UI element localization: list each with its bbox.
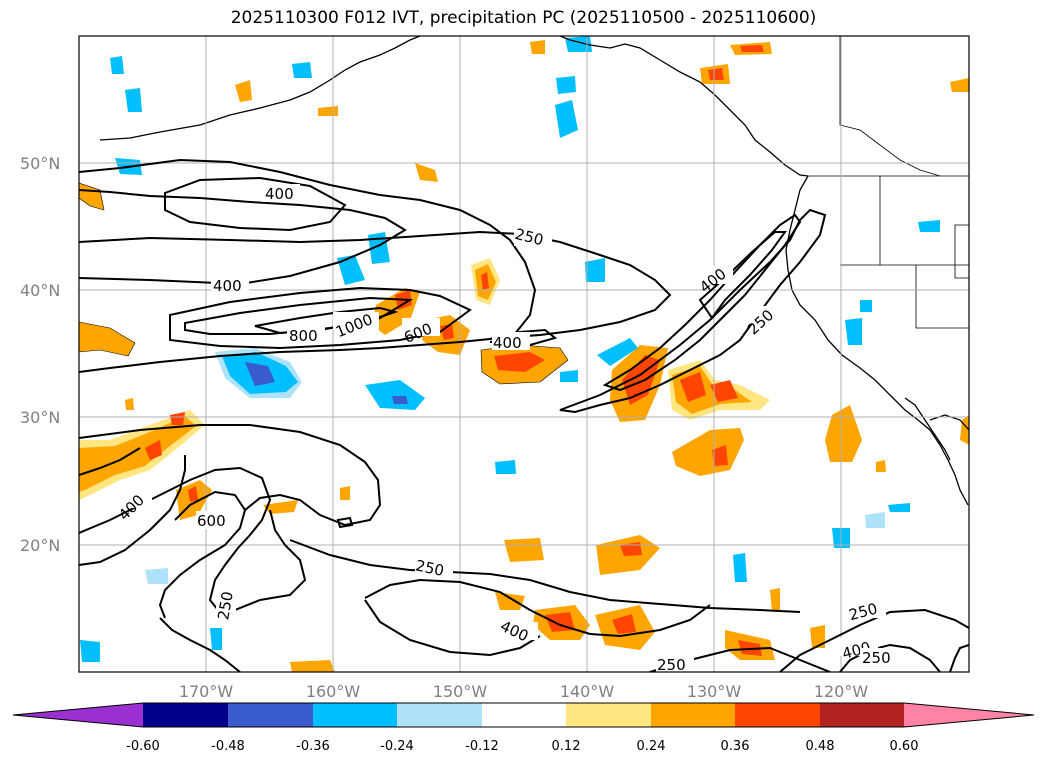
lat-label: 40°N (20, 281, 60, 300)
colorbar-segment (482, 703, 566, 727)
colorbar-ticks: -0.60 -0.48 -0.36 -0.24 -0.12 0.12 0.24 … (126, 739, 918, 754)
colorbar-segment (228, 703, 313, 727)
colorbar-extend-left (13, 703, 143, 727)
contour-label: 800 (289, 327, 318, 345)
contour-label: 400 (265, 185, 294, 203)
colorbar-segment (651, 703, 735, 727)
political-boundaries (808, 36, 969, 329)
contour-label: 250 (214, 590, 237, 621)
longitude-labels: 170°W 160°W 150°W 140°W 130°W 120°W (179, 682, 869, 701)
colorbar-tick: -0.24 (380, 739, 414, 754)
colorbar-tick: 0.60 (890, 739, 919, 754)
colorbar-tick: -0.36 (296, 739, 330, 754)
contour-label: 250 (414, 556, 446, 580)
colorbar-segment (143, 703, 228, 727)
lon-label: 150°W (433, 682, 488, 701)
contour-label: 400 (493, 334, 522, 352)
lat-label: 30°N (20, 408, 60, 427)
contour-label: 250 (657, 656, 686, 674)
colorbar-tick: -0.48 (211, 739, 245, 754)
colorbar-segment (566, 703, 651, 727)
contour-label: 250 (862, 649, 891, 667)
colorbar-tick: 0.12 (552, 739, 581, 754)
map-title: 2025110300 F012 IVT, precipitation PC (2… (230, 8, 817, 28)
colorbar-segment (397, 703, 482, 727)
lat-label: 20°N (20, 536, 60, 555)
colorbar-tick: -0.60 (126, 739, 160, 754)
latitude-labels: 50°N 40°N 30°N 20°N (20, 154, 60, 555)
contour-label: 600 (197, 512, 226, 530)
colorbar-extend-right (904, 703, 1034, 727)
plot-frame (78, 35, 970, 673)
colorbar-segment (735, 703, 820, 727)
lon-label: 130°W (687, 682, 742, 701)
lon-label: 170°W (179, 682, 234, 701)
colorbar: -0.60 -0.48 -0.36 -0.24 -0.12 0.12 0.24 … (12, 702, 1035, 754)
contour-label: 400 (213, 277, 242, 295)
colorbar-tick: 0.24 (637, 739, 666, 754)
colorbar-segment (820, 703, 904, 727)
colorbar-tick: 0.48 (806, 739, 835, 754)
colorbar-tick: -0.12 (465, 739, 499, 754)
colorbar-segment (313, 703, 397, 727)
lon-label: 140°W (560, 682, 615, 701)
lon-label: 160°W (306, 682, 361, 701)
lon-label: 120°W (814, 682, 869, 701)
lat-label: 50°N (20, 154, 60, 173)
colorbar-tick: 0.36 (721, 739, 750, 754)
